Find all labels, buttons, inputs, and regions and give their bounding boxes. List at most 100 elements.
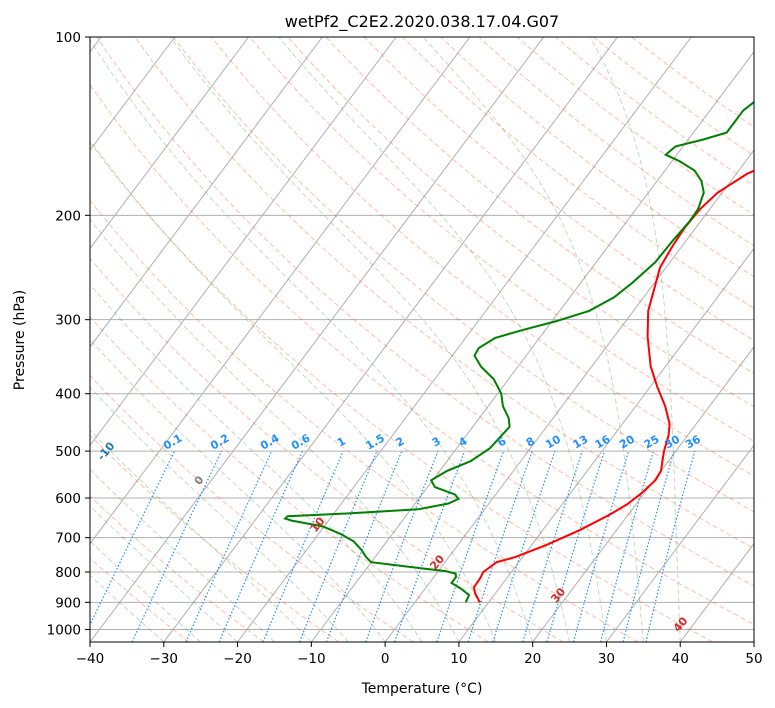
x-tick-label: 40 xyxy=(672,651,689,667)
isotherm-line xyxy=(90,37,397,447)
dry-adiabat-line xyxy=(90,434,339,642)
x-tick-label: −30 xyxy=(150,651,179,667)
mixing-ratio-line xyxy=(365,450,439,642)
y-tick-label: 900 xyxy=(55,595,81,611)
mixing-ratio-line xyxy=(325,450,403,642)
dry-adiabat-line xyxy=(211,37,754,477)
moist-adiabat-line xyxy=(90,468,275,642)
y-tick-label: 500 xyxy=(55,444,81,460)
y-axis-label: Pressure (hPa) xyxy=(12,290,28,390)
isotherm-line xyxy=(90,37,176,151)
mixing-ratio-label: 6 xyxy=(495,434,508,449)
mixing-ratio-line xyxy=(522,450,583,642)
mixing-ratio-line xyxy=(622,450,675,642)
mixing-ratio-label: 20 xyxy=(617,432,637,451)
mixing-ratio-label: 1 xyxy=(335,435,348,450)
isotherm-line xyxy=(310,50,754,642)
moist-adiabat-line xyxy=(422,37,644,642)
dry-adiabat-line xyxy=(90,557,190,642)
mixing-ratio-line xyxy=(546,450,605,642)
x-tick-label: 20 xyxy=(524,651,541,667)
mixing-ratio-line xyxy=(131,450,223,642)
isotherm-line xyxy=(753,641,754,642)
moist-adiabat-line xyxy=(90,218,460,642)
mixing-ratio-label: 16 xyxy=(593,432,613,451)
moist-adiabat-line xyxy=(589,37,681,642)
temperature-profile-line xyxy=(472,169,754,603)
moist-adiabat-line xyxy=(169,37,571,642)
x-tick-label: −20 xyxy=(223,651,252,667)
isotherm-line xyxy=(384,149,754,642)
dry-adiabat-line xyxy=(402,37,754,309)
mixing-ratio-line xyxy=(218,450,304,642)
dry-adiabat-line xyxy=(90,199,639,642)
moist-adiabat-line xyxy=(90,283,423,642)
isotherm-line xyxy=(90,37,471,545)
mixing-ratio-label: 36 xyxy=(683,432,703,451)
dry-adiabat-line xyxy=(554,37,754,186)
y-tick-label: 200 xyxy=(55,208,81,224)
dry-adiabat-line xyxy=(249,37,754,442)
mixing-ratio-line xyxy=(492,450,556,642)
x-tick-label: 10 xyxy=(450,651,467,667)
x-tick-label: −10 xyxy=(297,651,326,667)
dry-adiabat-line xyxy=(90,257,564,642)
x-axis: −40 −30 −20 −10 0 10 20 30 40 50 xyxy=(76,642,763,667)
moist-adiabat-line xyxy=(278,37,607,642)
mixing-ratio-line xyxy=(394,450,466,642)
mixing-ratio-line xyxy=(600,450,654,642)
mixing-ratio-line xyxy=(185,450,273,642)
dry-adiabat-line xyxy=(90,374,414,642)
x-axis-label: Temperature (°C) xyxy=(361,681,483,697)
y-tick-label: 100 xyxy=(55,30,81,46)
isotherm-line xyxy=(90,37,250,250)
dry-adiabat-line xyxy=(90,495,265,642)
y-tick-label: 600 xyxy=(55,491,81,507)
moist-adiabat-line xyxy=(90,338,386,642)
dewpoint-profile-line xyxy=(283,100,754,603)
y-tick-label: 700 xyxy=(55,531,81,547)
moist-adiabat-line xyxy=(90,139,497,642)
isotherm-line xyxy=(90,37,545,642)
mixing-ratio-label: 13 xyxy=(571,433,591,452)
mixing-ratio-label: 3 xyxy=(430,435,443,450)
isotherm-line xyxy=(532,346,754,642)
x-tick-label: 30 xyxy=(598,651,615,667)
mixing-ratio-line xyxy=(90,450,176,627)
isotherm-line xyxy=(90,37,323,348)
mixing-ratio-label: 1.5 xyxy=(363,432,386,453)
mixing-ratio-label: 10 xyxy=(543,432,563,451)
x-tick-label: 0 xyxy=(381,651,390,667)
moist-adiabat-line xyxy=(90,505,238,642)
plot-frame xyxy=(89,36,755,643)
y-axis: 100 200 300 400 500 600 700 800 900 1000 xyxy=(47,30,90,638)
isotherm-line xyxy=(679,542,754,642)
dry-adiabat-line xyxy=(90,141,713,642)
isotherm-line xyxy=(606,444,754,642)
mixing-ratio-line xyxy=(572,450,630,642)
mixing-ratio-label: 0.2 xyxy=(208,432,231,453)
y-tick-label: 800 xyxy=(55,565,81,581)
dry-adiabat-line xyxy=(172,37,754,513)
mixing-ratio-label: 0.4 xyxy=(258,431,282,452)
dry-adiabat-line xyxy=(96,37,754,587)
dry-adiabat-line xyxy=(363,37,754,342)
x-tick-label: −40 xyxy=(76,651,105,667)
dry-adiabat-line xyxy=(134,37,754,550)
chart-title: wetPf2_C2E2.2020.038.17.04.G07 xyxy=(285,12,559,32)
mixing-ratio-line xyxy=(436,450,505,642)
moist-adiabat-line xyxy=(90,386,349,642)
isotherm-line xyxy=(237,37,692,642)
series-layer xyxy=(283,100,754,603)
dry-adiabat-line xyxy=(90,315,489,642)
y-tick-label: 400 xyxy=(55,387,81,403)
dry-adiabat-label: -20 xyxy=(13,416,36,440)
moist-adiabat-line xyxy=(90,39,534,642)
mixing-ratio-label: 0.6 xyxy=(289,431,313,452)
mixing-ratio-line xyxy=(645,450,696,642)
y-tick-label: 1000 xyxy=(47,622,81,638)
mixing-ratio-label: 2 xyxy=(393,435,406,450)
mixing-ratio-line xyxy=(467,450,533,642)
mixing-ratio-label: 25 xyxy=(642,433,662,452)
